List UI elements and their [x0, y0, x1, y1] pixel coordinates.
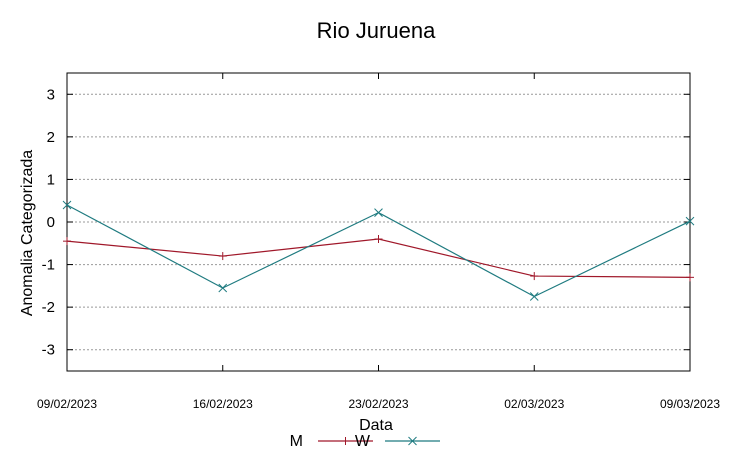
x-tick-label: 09/03/2023 [660, 397, 720, 411]
data-point-w [685, 216, 695, 226]
y-tick-label: 3 [47, 86, 55, 103]
legend-marker-m [341, 437, 350, 445]
gridlines [67, 93, 690, 351]
data-point-m [63, 237, 71, 246]
y-tick-label: 0 [47, 214, 55, 231]
series-lines [62, 200, 695, 301]
x-axis-label: Data [359, 417, 393, 434]
y-tick-label: -3 [42, 342, 55, 359]
y-tick-label: 1 [47, 171, 55, 188]
data-point-m [374, 235, 383, 244]
series-line-m [66, 238, 691, 278]
data-point-w [374, 208, 383, 217]
data-point-m [686, 273, 694, 282]
y-axis-ticks: 3 2 1 0 -1 -2 -3 [42, 86, 690, 359]
data-point-m [218, 252, 227, 261]
data-point-w [62, 200, 72, 210]
x-tick-label: 16/02/2023 [193, 397, 253, 411]
legend-label-m: M [290, 433, 303, 450]
x-axis-ticks: 09/02/2023 16/02/2023 23/02/2023 02/03/2023… [37, 73, 720, 411]
series-line-w [66, 204, 691, 298]
y-tick-label: -1 [42, 257, 55, 274]
data-point-w [529, 292, 539, 301]
x-tick-label: 23/02/2023 [348, 397, 408, 411]
data-point-w [218, 283, 228, 293]
chart-title: Rio Juruena [317, 18, 436, 43]
legend-marker-w [408, 436, 417, 446]
data-point-m [530, 272, 539, 281]
y-tick-label: -2 [42, 299, 55, 316]
x-tick-label: 09/02/2023 [37, 397, 97, 411]
legend-label-w: W [355, 433, 371, 450]
y-tick-label: 2 [47, 129, 55, 146]
x-tick-label: 02/03/2023 [504, 397, 564, 411]
y-axis-label: Anomalia Categorizada [19, 150, 36, 316]
